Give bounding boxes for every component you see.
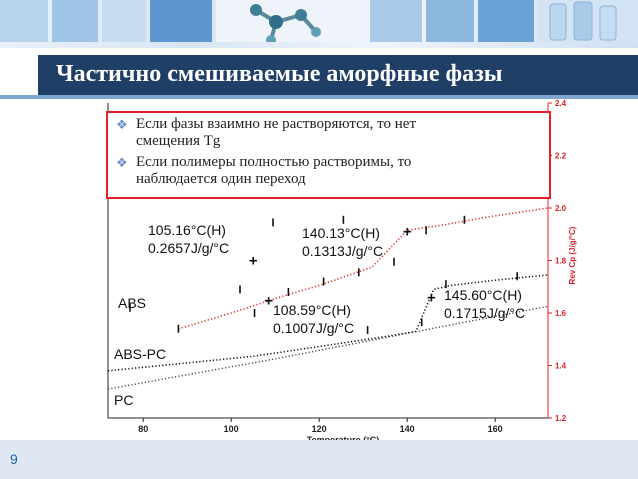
- curve-label-abs: ABS: [118, 295, 147, 311]
- lab-glassware-tile: [538, 0, 638, 42]
- transition-marker: +: [249, 253, 258, 270]
- series-line-abs-pc: [107, 274, 549, 372]
- transition-annotation: 145.60°C(H) 0.1715J/g/°C: [444, 286, 525, 322]
- transition-marker: +: [403, 224, 412, 241]
- y-tick-label: 2.2: [555, 152, 567, 161]
- title-bar: Частично смешиваемые аморфные фазы: [0, 55, 638, 95]
- header-tile: [150, 0, 212, 42]
- header-tile: [0, 0, 48, 42]
- title-bar-gap: [0, 55, 38, 95]
- y-tick-label: 1.2: [555, 414, 567, 423]
- footer-band: [0, 440, 638, 479]
- annotation-temp: 145.60°C(H): [444, 287, 522, 303]
- annotation-temp: 108.59°C(H): [273, 302, 351, 318]
- annotation-temp: 140.13°C(H): [302, 225, 380, 241]
- x-tick-label: 80: [138, 424, 148, 434]
- transition-marker: +: [427, 289, 436, 306]
- annotation-temp: 105.16°C(H): [148, 222, 226, 238]
- annotation-cp: 0.2657J/g/°C: [148, 240, 230, 256]
- title-underline: [0, 95, 638, 99]
- transition-annotation: 140.13°C(H) 0.1313J/g/°C: [302, 224, 383, 260]
- bullet-box: ❖ Если фазы взаимно не растворяются, то …: [106, 111, 551, 199]
- annotation-cp: 0.1313J/g/°C: [302, 243, 384, 259]
- header-tile: [426, 0, 474, 42]
- annotation-cp: 0.1007J/g/°C: [273, 320, 355, 336]
- y-axis-label: Rev Cp (J/g/°C): [568, 226, 577, 284]
- bullet-text-line: наблюдается один переход: [136, 171, 306, 187]
- series-line-pc: [107, 305, 549, 390]
- bullet-text-line: смещения Tg: [136, 133, 221, 149]
- curve-label-pc: PC: [114, 392, 134, 408]
- transition-annotation: 108.59°C(H) 0.1007J/g/°C: [273, 301, 354, 337]
- bullet-item: ❖ Если фазы взаимно не растворяются, то …: [116, 116, 541, 150]
- y-tick-label: 1.8: [555, 257, 567, 266]
- bullet-text-line: Если фазы взаимно не растворяются, то не…: [136, 116, 417, 132]
- molecule-image-tile: [216, 0, 366, 45]
- series-line-abs: [178, 207, 549, 330]
- transition-annotation: 105.16°C(H) 0.2657J/g/°C: [148, 221, 229, 257]
- diamond-bullet-icon: ❖: [116, 155, 128, 170]
- header-tile: [478, 0, 534, 42]
- y-tick-label: 2.0: [555, 204, 567, 213]
- transition-marker: +: [264, 293, 273, 310]
- x-tick-label: 140: [400, 424, 415, 434]
- x-tick-label: 160: [488, 424, 503, 434]
- slide-title: Частично смешиваемые аморфные фазы: [56, 61, 503, 87]
- y-tick-label: 1.6: [555, 309, 567, 318]
- y-tick-label: 1.4: [555, 362, 567, 371]
- header-banner: [0, 0, 638, 48]
- bullet-item: ❖ Если полимеры полностью растворимы, то…: [116, 154, 541, 188]
- glassware-icon: [549, 1, 617, 41]
- header-tile: [52, 0, 98, 42]
- header-tile: [102, 0, 146, 42]
- header-tile: [370, 0, 422, 42]
- x-tick-label: 100: [224, 424, 239, 434]
- y-tick-label: 2.4: [555, 99, 567, 108]
- diamond-bullet-icon: ❖: [116, 117, 128, 132]
- bullet-text-line: Если полимеры полностью растворимы, то: [136, 154, 412, 170]
- annotation-cp: 0.1715J/g/°C: [444, 305, 526, 321]
- x-tick-label: 120: [312, 424, 327, 434]
- page-number: 9: [10, 451, 18, 467]
- curve-label-abs-pc: ABS-PC: [114, 346, 167, 362]
